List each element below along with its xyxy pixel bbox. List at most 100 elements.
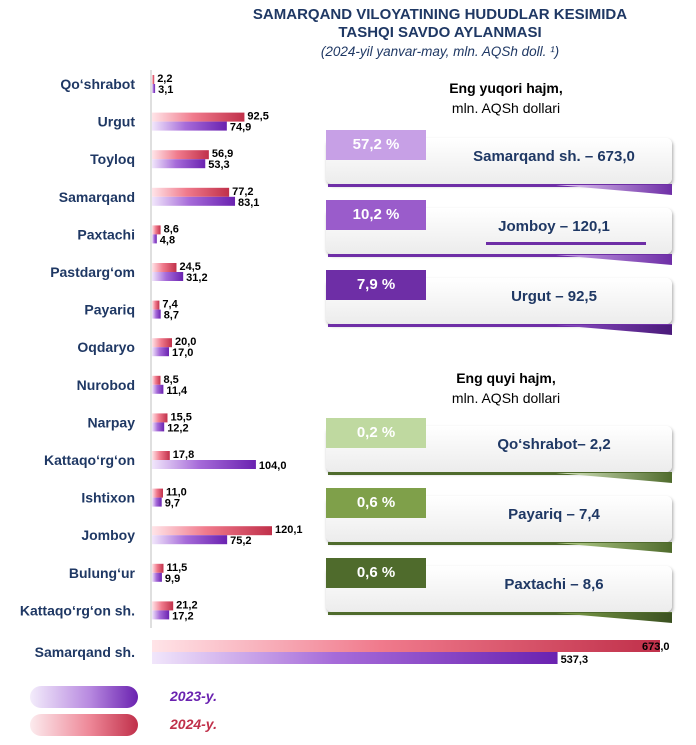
value-label-2024: 11,0 (166, 487, 187, 499)
legend-label-2023: 2023-y. (170, 688, 217, 704)
category-label: Pastdarg‘om (50, 264, 135, 280)
category-label: Toyloq (90, 151, 135, 167)
bar-2023 (152, 196, 236, 206)
category-label: Payariq (84, 302, 135, 318)
bottom-card-1: 0,2 % Qo‘shrabot– 2,2 (326, 418, 686, 483)
value-label-2024: 17,8 (173, 449, 194, 461)
value-label-2023: 9,9 (165, 573, 180, 585)
value-label-2024: 120,1 (275, 524, 303, 536)
bottom-panel-heading: Eng quyi hajm, (456, 370, 556, 386)
legend-swatch-2023 (30, 686, 138, 708)
value-label-2024: 20,0 (175, 336, 196, 348)
category-label: Oqdaryo (77, 339, 135, 355)
value-label-2023: 537,3 (561, 654, 589, 666)
value-label-2024: 673,0 (642, 641, 670, 653)
bottom-card-1-percent: 0,2 % (326, 418, 426, 448)
bar-2024 (152, 112, 245, 122)
top-card-1-label: Samarqand sh. – 673,0 (473, 148, 635, 165)
value-label-2023: 83,1 (238, 197, 259, 209)
value-label-2023: 53,3 (208, 159, 229, 171)
bar-2023 (152, 272, 184, 281)
value-label-2024: 8,5 (163, 374, 178, 386)
value-label-2023: 104,0 (259, 460, 287, 472)
bar-2024 (152, 601, 174, 611)
bottom-card-3: 0,6 % Paxtachi – 8,6 (326, 558, 686, 623)
value-label-2024: 7,4 (162, 299, 178, 311)
top-card-2: 10,2 % Jomboy – 120,1 (326, 200, 686, 265)
bottom-card-3-percent: 0,6 % (326, 558, 426, 588)
top-panel-unit: mln. AQSh dollari (451, 100, 561, 116)
value-label-2024: 21,2 (176, 599, 197, 611)
bar-2024 (152, 263, 177, 272)
value-label-2024: 92,5 (247, 111, 268, 123)
value-label-2024: 56,9 (212, 148, 233, 160)
category-label: Kattaqo‘rg‘on sh. (20, 602, 135, 618)
value-label-2023: 9,7 (165, 498, 180, 510)
bar-2023 (152, 535, 228, 545)
bar-2023 (152, 234, 157, 244)
value-label-2024: 2,2 (157, 73, 172, 85)
bar-2023 (152, 159, 206, 169)
bar-2024 (152, 338, 172, 348)
bar-2024 (152, 563, 164, 573)
category-label: Nurobod (77, 377, 135, 393)
bar-2023 (152, 572, 162, 582)
top-card-3: 7,9 % Urgut – 92,5 (326, 270, 686, 335)
value-label-2023: 3,1 (158, 84, 173, 96)
category-label: Kattaqo‘rg‘on (44, 452, 135, 468)
category-label: Jomboy (81, 527, 135, 543)
value-label-2023: 17,2 (172, 610, 193, 622)
category-label: Bulung‘ur (69, 565, 136, 581)
bar-2023 (152, 384, 164, 394)
bar-2024 (152, 640, 660, 652)
bar-2024 (152, 451, 170, 460)
category-label: Ishtixon (81, 490, 135, 506)
value-label-2024: 24,5 (179, 261, 200, 273)
bar-2024 (152, 187, 230, 197)
bar-2024 (152, 413, 168, 423)
legend-swatch-2024 (30, 714, 138, 736)
category-label: Urgut (98, 114, 136, 130)
value-label-2023: 31,2 (186, 272, 207, 284)
bar-2023 (152, 652, 558, 664)
category-label: Samarqand sh. (35, 644, 135, 660)
chart-title-line1: SAMARQAND VILOYATINING HUDUDLAR KESIMIDA (252, 6, 628, 23)
value-label-2024: 77,2 (232, 186, 253, 198)
bottom-card-1-label: Qo‘shrabot– 2,2 (497, 436, 611, 453)
bottom-card-3-label: Paxtachi – 8,6 (504, 576, 604, 593)
bar-2023 (152, 309, 161, 319)
value-label-2023: 11,4 (166, 385, 188, 397)
top-card-1-percent: 57,2 % (326, 130, 426, 160)
top-panel-heading: Eng yuqori hajm, (449, 80, 563, 96)
top-card-2-percent: 10,2 % (326, 200, 426, 230)
category-label: Paxtachi (77, 226, 135, 242)
bar-2024 (152, 225, 161, 235)
bar-2024 (152, 75, 155, 84)
bar-2024 (152, 150, 209, 160)
legend-label-2024: 2024-y. (170, 716, 217, 732)
value-label-2024: 8,6 (164, 223, 179, 235)
value-label-2023: 12,2 (167, 422, 188, 434)
bar-2023 (152, 84, 156, 93)
category-label: Qo‘shrabot (60, 76, 135, 92)
value-label-2023: 8,7 (164, 310, 179, 322)
bottom-card-2-percent: 0,6 % (326, 488, 426, 518)
top-card-3-percent: 7,9 % (326, 270, 426, 300)
bar-2024 (152, 375, 161, 385)
bar-2024 (152, 526, 272, 536)
value-label-2023: 75,2 (230, 535, 251, 547)
value-label-2023: 74,9 (230, 122, 251, 134)
bottom-card-2-label: Payariq – 7,4 (508, 506, 600, 523)
chart-subtitle: (2024-yil yanvar-may, mln. AQSh doll. ¹) (320, 44, 560, 59)
chart-title-line2: TASHQI SAVDO AYLANMASI (338, 24, 542, 41)
value-label-2024: 11,5 (166, 562, 187, 574)
top-card-1: 57,2 % Samarqand sh. – 673,0 (326, 130, 686, 195)
value-label-2024: 15,5 (170, 411, 191, 423)
category-label: Narpay (88, 414, 136, 430)
category-label: Samarqand (59, 189, 135, 205)
bottom-card-2: 0,6 % Payariq – 7,4 (326, 488, 686, 553)
top-card-3-label: Urgut – 92,5 (511, 288, 597, 305)
bar-2024 (152, 488, 163, 498)
bar-2023 (152, 497, 162, 507)
